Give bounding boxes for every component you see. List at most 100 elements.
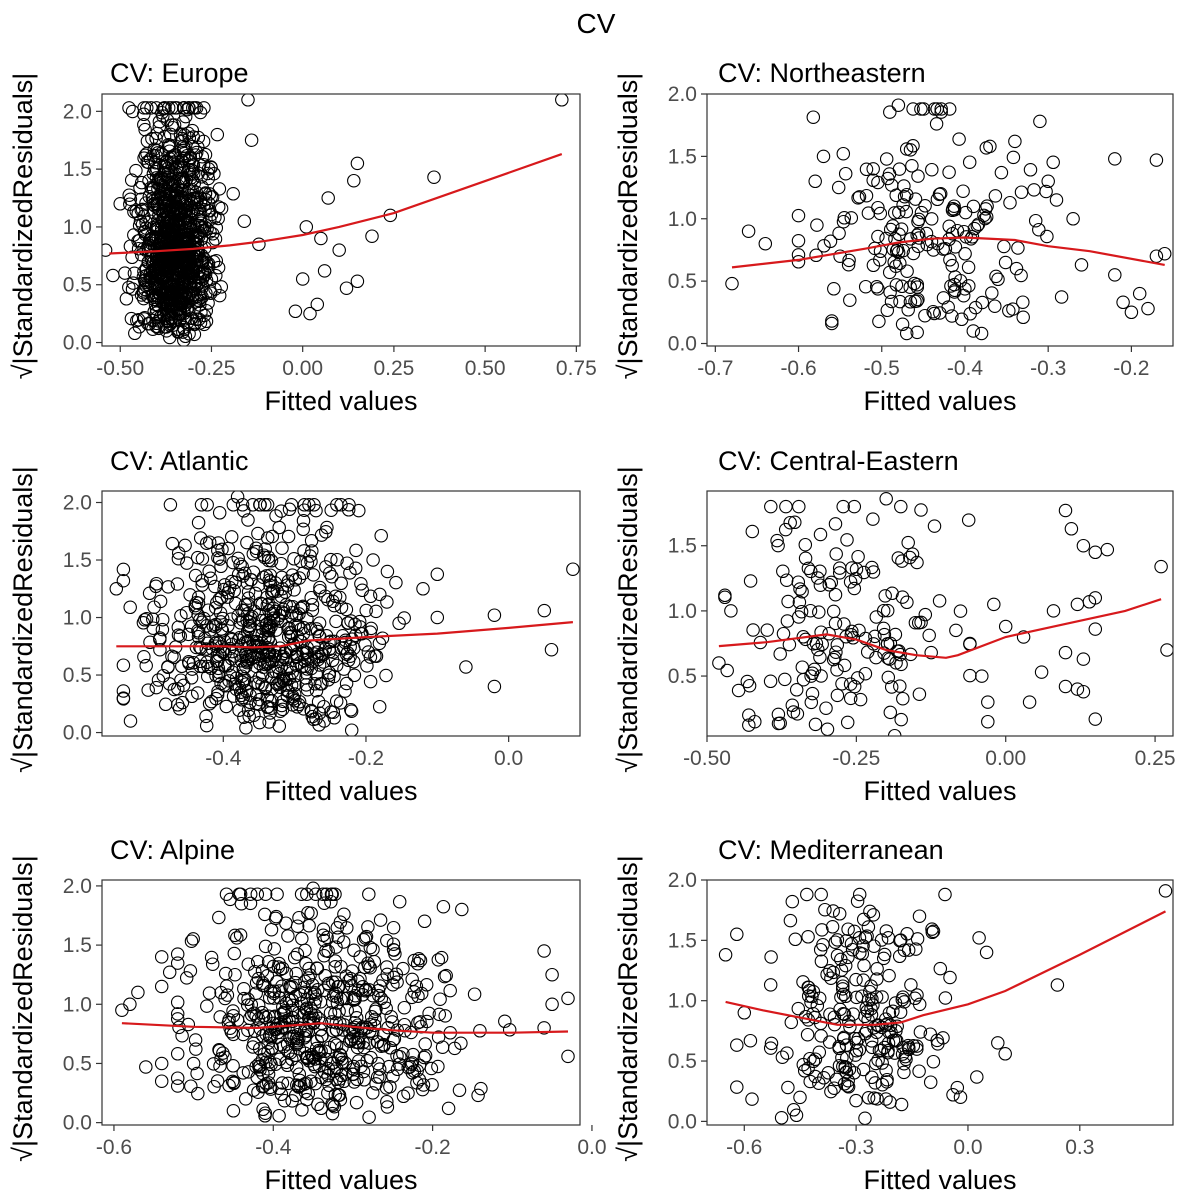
data-point — [170, 577, 185, 591]
data-point — [975, 669, 989, 683]
data-point — [240, 649, 254, 664]
data-point — [837, 1007, 852, 1022]
data-point — [883, 1095, 897, 1109]
data-point — [285, 993, 299, 1008]
data-point — [810, 571, 825, 585]
data-point — [544, 642, 559, 657]
data-point — [215, 623, 230, 638]
data-point — [815, 923, 829, 937]
data-point — [1016, 310, 1030, 325]
data-point — [177, 306, 191, 321]
data-point — [274, 1087, 289, 1102]
data-point — [211, 200, 226, 214]
data-point — [801, 930, 815, 944]
data-point — [319, 1052, 333, 1067]
data-point — [184, 1079, 198, 1093]
data-point — [881, 670, 896, 685]
data-point — [828, 587, 843, 602]
data-point — [154, 950, 169, 964]
data-point — [1076, 652, 1091, 666]
data-point — [910, 932, 925, 946]
data-point — [934, 105, 948, 119]
data-point — [814, 954, 829, 969]
data-point — [908, 294, 922, 309]
data-point — [896, 691, 910, 706]
data-point — [847, 499, 862, 514]
data-point — [300, 662, 314, 676]
data-point — [838, 166, 853, 181]
data-point — [927, 306, 942, 321]
data-point — [896, 198, 910, 212]
data-point — [317, 896, 332, 910]
data-point — [916, 102, 931, 116]
data-point — [891, 551, 906, 565]
data-point — [252, 671, 266, 685]
data-point — [334, 576, 348, 591]
panel-title: CV: Northeastern — [718, 58, 926, 88]
data-point — [994, 165, 1009, 180]
data-point — [455, 902, 469, 917]
data-point — [1049, 193, 1064, 207]
data-point — [171, 628, 186, 642]
x-tick-label: 0.50 — [465, 357, 506, 380]
data-point — [230, 491, 245, 504]
data-point — [272, 719, 287, 733]
data-point — [956, 184, 970, 198]
data-point — [134, 203, 149, 217]
data-point — [949, 623, 963, 638]
data-point — [555, 94, 569, 107]
data-point — [165, 536, 180, 551]
data-point — [918, 308, 932, 323]
data-point — [203, 212, 217, 227]
data-point — [295, 931, 309, 946]
data-point — [310, 1034, 324, 1048]
data-point — [908, 192, 923, 206]
data-point — [261, 1067, 276, 1081]
data-point — [420, 1014, 434, 1029]
data-point — [897, 1056, 911, 1071]
x-tick-label: -0.6 — [780, 357, 816, 380]
data-point — [183, 964, 198, 978]
data-point — [812, 991, 827, 1006]
data-point — [855, 947, 870, 961]
y-tick-label: 0.0 — [63, 722, 92, 745]
data-point — [932, 594, 947, 608]
data-point — [289, 966, 303, 981]
data-point — [718, 588, 732, 603]
data-point — [269, 509, 283, 523]
data-point — [804, 995, 818, 1009]
data-point — [261, 1076, 276, 1090]
x-tick-label: -0.50 — [683, 747, 731, 770]
data-point — [731, 683, 746, 698]
data-point — [242, 709, 256, 724]
data-point — [389, 967, 404, 982]
data-point — [892, 949, 907, 964]
data-point — [270, 975, 284, 989]
data-point — [863, 984, 877, 999]
data-point — [296, 513, 311, 528]
data-point — [299, 678, 313, 692]
data-point — [467, 987, 482, 1001]
data-point — [292, 694, 307, 709]
data-point — [244, 573, 258, 587]
data-point — [906, 102, 920, 116]
data-point — [817, 1071, 831, 1085]
data-point — [983, 139, 997, 154]
data-point — [324, 894, 338, 909]
data-point — [791, 610, 806, 624]
data-point — [265, 529, 280, 544]
data-point — [191, 166, 206, 180]
x-tick-label: -0.25 — [832, 747, 880, 770]
data-point — [804, 669, 818, 683]
data-point — [906, 139, 920, 153]
data-point — [929, 117, 944, 131]
data-point — [926, 924, 941, 939]
data-point — [288, 669, 303, 683]
data-point — [304, 703, 318, 718]
data-point — [222, 641, 237, 656]
data-point — [182, 167, 197, 181]
data-point — [347, 668, 362, 683]
data-point — [195, 578, 209, 592]
data-point — [309, 683, 324, 698]
